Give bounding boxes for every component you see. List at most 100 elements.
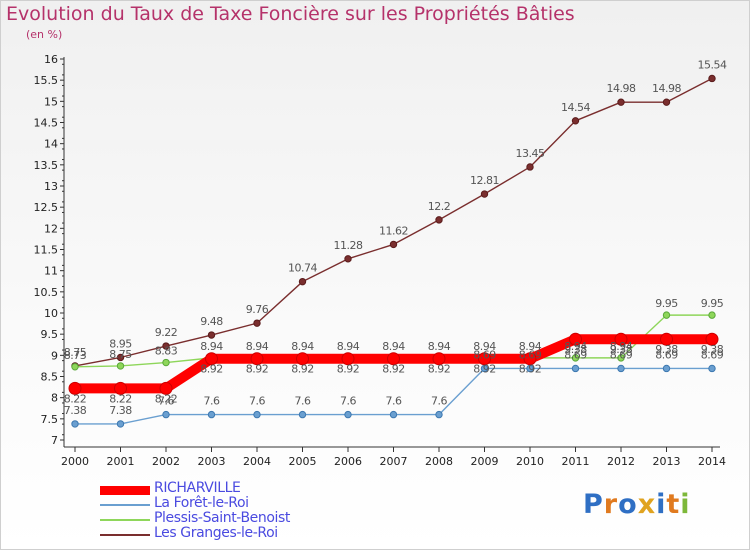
data-label: 8.92 <box>473 363 496 376</box>
legend-label: Plessis-Saint-Benoist <box>154 510 290 526</box>
y-tick-label: 15.5 <box>34 74 59 87</box>
x-tick-label: 2000 <box>61 455 89 468</box>
data-point <box>662 364 671 373</box>
data-point <box>205 352 218 366</box>
y-tick-label: 8.5 <box>41 371 59 384</box>
data-point <box>71 363 79 371</box>
data-label: 9.22 <box>155 326 178 339</box>
data-label: 7.6 <box>158 395 174 408</box>
logo-letter: P <box>583 489 604 520</box>
y-tick-label: 7 <box>51 434 58 447</box>
data-label: 8.75 <box>109 348 132 361</box>
x-tick-label: 2010 <box>516 455 544 468</box>
y-tick-label: 13 <box>44 180 58 193</box>
data-label: 12.2 <box>428 200 451 213</box>
data-label: 8.92 <box>337 363 360 376</box>
data-point <box>705 332 719 346</box>
data-label: 15.54 <box>698 58 727 71</box>
data-point <box>344 255 352 263</box>
data-label: 9.38 <box>701 343 724 356</box>
data-label: 9.38 <box>564 343 587 356</box>
data-point <box>526 163 534 171</box>
data-label: 9.95 <box>701 297 724 310</box>
x-tick-label: 2009 <box>471 455 499 468</box>
data-label: 8.69 <box>519 348 542 361</box>
data-label: 14.98 <box>652 82 681 95</box>
data-point <box>298 277 307 286</box>
data-label: 8.94 <box>519 340 542 353</box>
logo-letter: o <box>618 489 638 520</box>
data-point <box>480 364 489 373</box>
data-label: 8.69 <box>655 348 678 361</box>
y-tick-label: 10.5 <box>34 286 59 299</box>
data-label: 8.94 <box>246 340 269 353</box>
y-tick-label: 9.5 <box>41 328 59 341</box>
x-tick-label: 2007 <box>380 455 408 468</box>
legend-label: RICHARVILLE <box>154 480 241 496</box>
data-point <box>296 352 309 366</box>
data-label: 7.38 <box>64 404 87 417</box>
data-point <box>250 352 264 366</box>
data-label: 8.95 <box>109 337 132 350</box>
proxiti-logo: Proxiti <box>583 489 691 520</box>
data-label: 8.92 <box>246 363 269 376</box>
x-tick-label: 2014 <box>698 455 726 468</box>
data-label: 8.69 <box>564 348 587 361</box>
logo-letter: i <box>656 489 667 520</box>
chart-unit: (en %) <box>26 28 63 41</box>
chart-title: Evolution du Taux de Taxe Foncière sur l… <box>6 3 575 25</box>
x-tick-label: 2011 <box>562 455 590 468</box>
data-point <box>617 98 625 106</box>
data-label: 8.94 <box>291 340 314 353</box>
data-label: 8.75 <box>64 346 87 359</box>
data-point <box>571 117 580 125</box>
legend-swatch <box>100 504 150 506</box>
x-tick-label: 2013 <box>653 455 681 468</box>
data-point <box>571 354 580 362</box>
data-label: 9.95 <box>655 297 678 310</box>
data-point <box>114 381 127 395</box>
y-tick-label: 12.5 <box>34 201 59 214</box>
x-tick-label: 2004 <box>243 455 271 468</box>
data-label: 8.92 <box>382 363 405 376</box>
series-line <box>74 77 713 367</box>
data-point <box>435 216 443 224</box>
data-label: 14.98 <box>607 82 636 95</box>
data-point <box>162 358 170 367</box>
data-point <box>708 74 716 83</box>
data-label: 8.22 <box>64 392 87 405</box>
data-label: 8.83 <box>155 345 178 358</box>
y-tick-label: 13.5 <box>34 159 59 172</box>
data-point <box>662 98 671 106</box>
data-point <box>298 410 307 419</box>
data-label: 8.92 <box>291 363 314 376</box>
data-label: 9.38 <box>610 343 633 356</box>
data-label: 11.62 <box>379 224 408 237</box>
data-label: 7.6 <box>386 395 402 408</box>
x-tick-label: 2012 <box>607 455 635 468</box>
y-tick-label: 16 <box>44 53 58 66</box>
data-label: 8.92 <box>519 363 542 376</box>
data-point <box>207 331 216 339</box>
data-point <box>116 362 125 370</box>
data-point <box>480 190 489 198</box>
y-tick-label: 10 <box>44 307 58 320</box>
data-label: 8.94 <box>200 340 223 353</box>
legend-swatch <box>100 534 150 536</box>
data-label: 7.6 <box>295 395 311 408</box>
logo-letter: i <box>680 489 691 520</box>
y-tick-label: 8 <box>51 392 58 405</box>
y-tick-label: 14 <box>44 138 58 151</box>
data-label: 7.6 <box>340 395 356 408</box>
logo-letter: x <box>637 489 657 520</box>
data-label: 11.28 <box>334 239 363 252</box>
data-point <box>614 332 628 346</box>
data-point <box>617 354 625 362</box>
data-label: 8.69 <box>701 348 724 361</box>
y-tick-label: 15 <box>44 95 58 108</box>
data-label: 8.92 <box>200 363 223 376</box>
data-label: 8.94 <box>337 340 360 353</box>
data-label: 8.73 <box>64 349 87 362</box>
